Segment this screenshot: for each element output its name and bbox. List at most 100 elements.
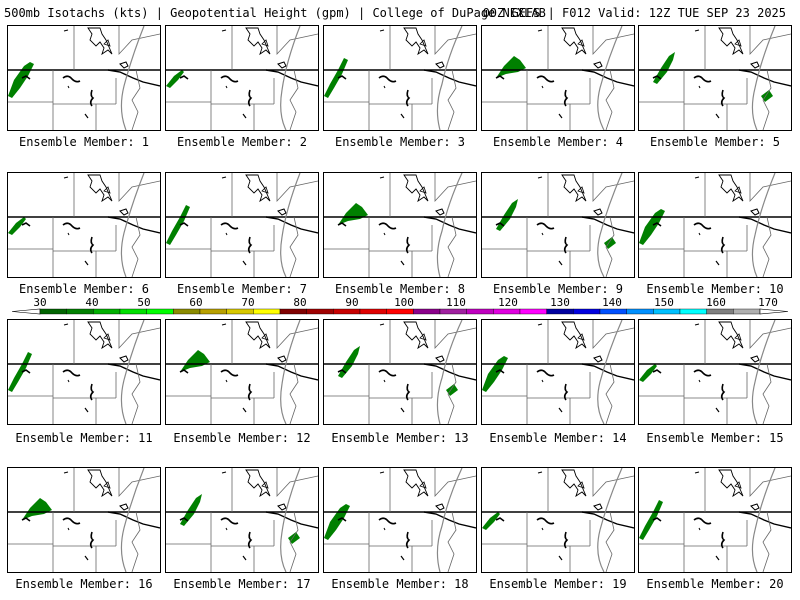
colorbar-segment bbox=[253, 308, 281, 315]
ensemble-member-map bbox=[323, 467, 477, 573]
map-svg bbox=[324, 468, 476, 572]
ensemble-member-label: Ensemble Member: 14 bbox=[489, 431, 627, 445]
map-svg bbox=[8, 173, 160, 277]
map-svg bbox=[639, 26, 791, 130]
ensemble-member-label: Ensemble Member: 6 bbox=[18, 282, 150, 296]
ensemble-member-map bbox=[638, 319, 792, 425]
map-svg bbox=[482, 320, 634, 424]
ensemble-member-label: Ensemble Member: 3 bbox=[334, 135, 466, 149]
ensemble-member-label: Ensemble Member: 2 bbox=[176, 135, 308, 149]
colorbar-segment bbox=[653, 308, 681, 315]
map-svg bbox=[166, 173, 318, 277]
ensemble-member-map bbox=[323, 172, 477, 278]
colorbar-tick-label: 130 bbox=[550, 296, 570, 309]
ensemble-member-map bbox=[638, 172, 792, 278]
colorbar-segment bbox=[519, 308, 547, 315]
map-svg bbox=[324, 26, 476, 130]
colorbar-segment bbox=[386, 308, 414, 315]
colorbar-segment bbox=[546, 308, 574, 315]
ensemble-member-label: Ensemble Member: 4 bbox=[492, 135, 624, 149]
ensemble-member-label: Ensemble Member: 17 bbox=[173, 577, 311, 591]
ensemble-member-label: Ensemble Member: 7 bbox=[176, 282, 308, 296]
colorbar-segment bbox=[573, 308, 601, 315]
colorbar-tick-label: 110 bbox=[446, 296, 466, 309]
colorbar-tick-label: 160 bbox=[706, 296, 726, 309]
ensemble-member-label: Ensemble Member: 20 bbox=[646, 577, 784, 591]
colorbar-segment bbox=[199, 308, 227, 315]
colorbar-tick-label: 60 bbox=[189, 296, 202, 309]
ensemble-member-label: Ensemble Member: 5 bbox=[649, 135, 781, 149]
colorbar-segment bbox=[599, 308, 627, 315]
ensemble-member-map bbox=[638, 25, 792, 131]
ensemble-member-label: Ensemble Member: 10 bbox=[646, 282, 784, 296]
ensemble-member-map bbox=[7, 25, 161, 131]
ensemble-member-map bbox=[323, 319, 477, 425]
map-svg bbox=[166, 26, 318, 130]
colorbar-right-arrow bbox=[759, 308, 789, 315]
ensemble-member-label: Ensemble Member: 15 bbox=[646, 431, 784, 445]
colorbar-segment bbox=[733, 308, 761, 315]
ensemble-member-label: Ensemble Member: 19 bbox=[489, 577, 627, 591]
colorbar-segment bbox=[333, 308, 361, 315]
colorbar-tick-label: 50 bbox=[137, 296, 150, 309]
header-valid-time: 00Z GEFS | F012 Valid: 12Z TUE SEP 23 20… bbox=[482, 6, 786, 20]
ensemble-member-label: Ensemble Member: 1 bbox=[18, 135, 150, 149]
ensemble-member-map bbox=[165, 467, 319, 573]
map-svg bbox=[639, 468, 791, 572]
ensemble-member-label: Ensemble Member: 8 bbox=[334, 282, 466, 296]
colorbar-tick-label: 170 bbox=[758, 296, 778, 309]
colorbar-tick-label: 30 bbox=[33, 296, 46, 309]
ensemble-member-map bbox=[481, 172, 635, 278]
map-svg bbox=[639, 320, 791, 424]
header-title: 500mb Isotachs (kts) | Geopotential Heig… bbox=[4, 6, 546, 20]
colorbar-tick-label: 80 bbox=[293, 296, 306, 309]
ensemble-member-label: Ensemble Member: 13 bbox=[331, 431, 469, 445]
colorbar-segment bbox=[493, 308, 521, 315]
isotach-colorbar: 30 40 50 60 70 80 90 100 110 120 130 140 150 160 170 bbox=[11, 296, 789, 315]
ensemble-member-map bbox=[323, 25, 477, 131]
colorbar-segment bbox=[66, 308, 94, 315]
colorbar-tick-label: 40 bbox=[85, 296, 98, 309]
colorbar-segment bbox=[226, 308, 254, 315]
colorbar-segment bbox=[439, 308, 467, 315]
ensemble-member-label: Ensemble Member: 9 bbox=[492, 282, 624, 296]
colorbar-segment bbox=[679, 308, 707, 315]
colorbar-tick-label: 120 bbox=[498, 296, 518, 309]
ensemble-member-map bbox=[7, 172, 161, 278]
colorbar-segment bbox=[626, 308, 654, 315]
ensemble-member-map bbox=[481, 319, 635, 425]
colorbar-segment bbox=[119, 308, 147, 315]
colorbar-segment bbox=[466, 308, 494, 315]
ensemble-member-map bbox=[165, 319, 319, 425]
colorbar-segment bbox=[146, 308, 174, 315]
colorbar-tick-label: 70 bbox=[241, 296, 254, 309]
colorbar-segment bbox=[39, 308, 67, 315]
map-svg bbox=[8, 320, 160, 424]
colorbar-segment bbox=[173, 308, 201, 315]
colorbar-segment bbox=[413, 308, 441, 315]
colorbar-segment bbox=[706, 308, 734, 315]
colorbar-segment bbox=[93, 308, 121, 315]
map-svg bbox=[166, 468, 318, 572]
map-svg bbox=[324, 320, 476, 424]
colorbar-segment bbox=[359, 308, 387, 315]
map-svg bbox=[482, 468, 634, 572]
map-svg bbox=[8, 468, 160, 572]
ensemble-member-map bbox=[165, 25, 319, 131]
map-svg bbox=[482, 173, 634, 277]
colorbar-left-arrow bbox=[11, 308, 41, 315]
map-svg bbox=[324, 173, 476, 277]
colorbar-tick-label: 90 bbox=[345, 296, 358, 309]
colorbar-segment bbox=[306, 308, 334, 315]
colorbar-tick-label: 150 bbox=[654, 296, 674, 309]
ensemble-member-map bbox=[7, 319, 161, 425]
map-svg bbox=[639, 173, 791, 277]
ensemble-member-label: Ensemble Member: 18 bbox=[331, 577, 469, 591]
map-svg bbox=[166, 320, 318, 424]
map-svg bbox=[482, 26, 634, 130]
ensemble-member-map bbox=[481, 25, 635, 131]
ensemble-member-map bbox=[638, 467, 792, 573]
map-svg bbox=[8, 26, 160, 130]
ensemble-member-label: Ensemble Member: 12 bbox=[173, 431, 311, 445]
colorbar-tick-label: 100 bbox=[394, 296, 414, 309]
